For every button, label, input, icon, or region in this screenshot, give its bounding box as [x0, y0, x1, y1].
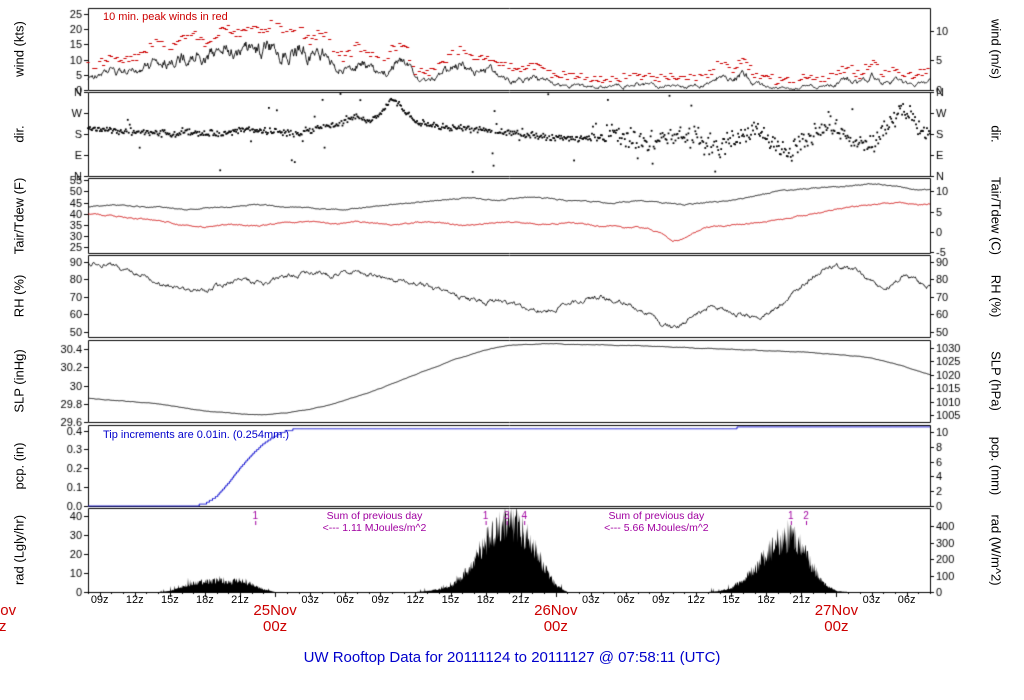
- y-axis-label-temp-f: Tair/Tdew (F): [11, 177, 27, 255]
- y-axis-label-rad-lgly: rad (Lgly/hr): [11, 514, 27, 586]
- y-axis-label-pcp-mm: pcp. (mm): [988, 436, 1004, 496]
- rad-sum-note-day1-line1: Sum of previous day: [326, 510, 423, 522]
- y-axis-label-wind-kts: wind (kts): [11, 21, 27, 77]
- y-axis-label-wind-ms: wind (m/s): [988, 19, 1004, 79]
- y-axis-label-pcp-in: pcp. (in): [11, 442, 27, 490]
- rad-sum-note-day2: Sum of previous day <--- 5.66 MJoules/m^…: [604, 510, 708, 534]
- rad-sum-note-day1-line2: <--- 1.11 MJoules/m^2: [322, 522, 427, 534]
- y-axis-label-dir-right: dir.: [988, 125, 1004, 143]
- rad-sum-note-day2-line1: Sum of previous day: [608, 510, 705, 522]
- y-axis-label-slp-hpa: SLP (hPa): [988, 351, 1004, 411]
- y-axis-label-dir-left: dir.: [11, 125, 27, 143]
- chart-title: UW Rooftop Data for 20111124 to 20111127…: [303, 649, 721, 666]
- tip-increment-note: Tip increments are 0.01in. (0.254mm.): [103, 429, 290, 441]
- peak-wind-note: 10 min. peak winds in red: [103, 11, 228, 23]
- rad-sum-note-day1: Sum of previous day <--- 1.11 MJoules/m^…: [323, 510, 427, 534]
- y-axis-label-rh-right: RH (%): [988, 274, 1004, 318]
- y-axis-label-rad-wm2: rad (W/m^2): [988, 514, 1004, 586]
- y-axis-label-temp-c: Tair/Tdew (C): [988, 176, 1004, 256]
- y-axis-label-rh-left: RH (%): [11, 274, 27, 318]
- rad-sum-note-day2-line2: <--- 5.66 MJoules/m^2: [604, 522, 709, 534]
- y-axis-label-slp-inhg: SLP (inHg): [11, 349, 27, 413]
- chart-canvas: [0, 0, 1024, 648]
